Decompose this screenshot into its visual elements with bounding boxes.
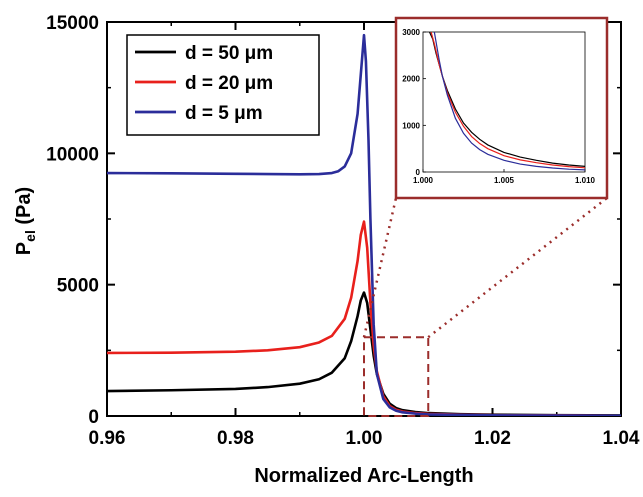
zoom-connector: [362, 197, 398, 338]
y-axis-title-main: P: [13, 242, 35, 255]
inset-y-tick-label: 3000: [402, 28, 420, 37]
legend-label: d = 20 μm: [185, 73, 273, 94]
y-tick-label: 10000: [46, 144, 99, 165]
x-tick-label: 0.96: [89, 428, 126, 449]
inset-plot: 1.000 1.005 1.010 0 1000 2000 3000: [394, 16, 609, 200]
inset-series-line: [433, 32, 585, 171]
x-tick-label: 1.02: [474, 428, 511, 449]
zoom-indicator: [362, 197, 608, 418]
legend-label: d = 5 μm: [185, 103, 263, 124]
zoom-connector: [427, 197, 608, 339]
y-axis-title: Pel (Pa): [13, 187, 38, 255]
y-axis-title-subscript: el: [22, 230, 38, 242]
legend-label: d = 50 μm: [185, 43, 273, 64]
x-tick-label: 0.98: [217, 428, 254, 449]
x-tick-label: 1.00: [346, 428, 383, 449]
inset-series-line: [430, 32, 585, 169]
y-tick-label: 5000: [57, 276, 99, 297]
x-axis-title: Normalized Arc-Length: [254, 465, 473, 487]
y-axis-title-unit: (Pa): [13, 187, 35, 230]
zoom-box: [363, 336, 430, 418]
inset-x-tick-label: 1.005: [494, 176, 515, 185]
inset-frame: [394, 16, 609, 200]
inset-y-tick-label: 1000: [402, 121, 420, 130]
x-tick-label: 1.04: [603, 428, 640, 449]
inset-x-tick-label: 1.000: [413, 176, 434, 185]
legend: d = 50 μm d = 20 μm d = 5 μm: [126, 34, 320, 136]
inset-y-tick-label: 2000: [402, 75, 420, 84]
inset-y-tick-label: 0: [416, 168, 421, 177]
y-tick-label: 0: [88, 407, 99, 428]
y-tick-label: 15000: [46, 13, 99, 34]
inset-x-tick-label: 1.010: [575, 176, 596, 185]
series-line: [107, 33, 621, 416]
